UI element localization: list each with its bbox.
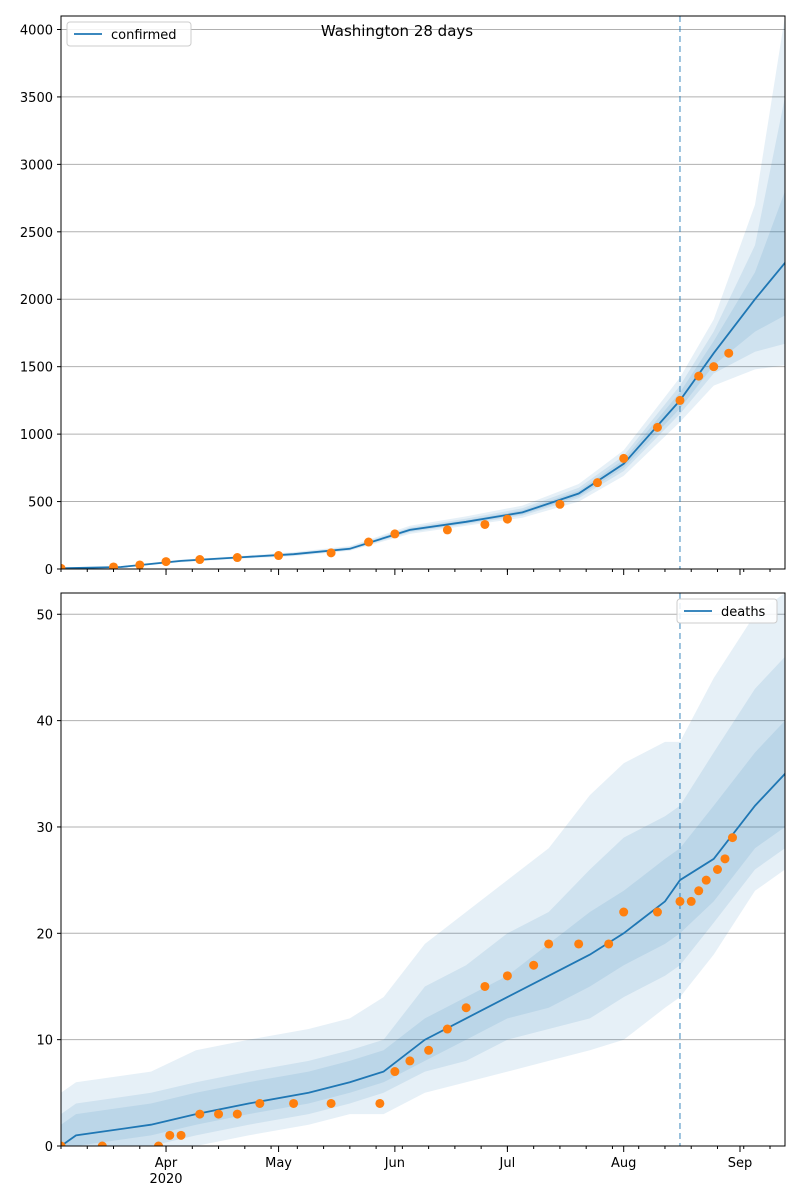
observed-point	[604, 939, 614, 949]
uncertainty-band-3	[61, 191, 785, 569]
observed-point	[195, 1109, 205, 1119]
uncertainty-band-2	[61, 656, 785, 1146]
observed-point	[720, 854, 730, 864]
axes-frame	[60, 592, 786, 1147]
observed-point	[61, 563, 66, 569]
observed-point	[135, 560, 145, 569]
observed-point	[442, 525, 452, 535]
observed-point	[375, 1098, 385, 1108]
observed-point	[652, 907, 662, 917]
y-tick-label: 500	[28, 496, 53, 511]
observed-point	[574, 939, 584, 949]
observed-point	[480, 519, 490, 529]
observed-point	[232, 553, 242, 563]
observed-point	[154, 1141, 164, 1146]
axes-frame	[60, 15, 786, 570]
observed-point	[694, 371, 704, 381]
observed-point	[255, 1098, 265, 1108]
y-tick-label: 20	[36, 927, 53, 942]
observed-point	[619, 907, 629, 917]
figure-title: Washington 28 days	[321, 22, 473, 40]
observed-point	[165, 1130, 175, 1140]
observed-point	[686, 896, 696, 906]
y-tick-label: 3500	[20, 91, 53, 106]
legend-label: confirmed	[111, 28, 177, 43]
observed-point	[712, 865, 722, 874]
observed-point	[694, 886, 704, 896]
observed-point	[544, 939, 554, 949]
legend: deaths	[676, 598, 778, 624]
observed-point	[502, 971, 512, 981]
legend-box	[66, 21, 192, 47]
observed-point	[214, 1109, 224, 1119]
observed-point	[97, 1141, 107, 1146]
x-tick-label: Jun	[384, 1156, 405, 1171]
observed-point	[326, 1098, 336, 1108]
y-tick-label: 3000	[20, 158, 53, 173]
x-tick-label: Apr	[155, 1156, 178, 1171]
y-tick-label: 1500	[20, 361, 53, 376]
observed-point	[502, 514, 512, 524]
observed-point	[161, 557, 171, 567]
observed-point	[232, 1109, 242, 1119]
y-tick-label: 0	[45, 563, 53, 578]
observed-point	[701, 875, 711, 885]
observed-point	[390, 529, 400, 539]
observed-point	[442, 1024, 452, 1034]
observed-point	[652, 422, 662, 432]
x-tick-label: Sep	[728, 1156, 753, 1171]
legend-label: deaths	[721, 605, 766, 620]
legend: confirmed	[66, 21, 192, 47]
y-tick-label: 10	[36, 1034, 53, 1049]
y-tick-label: 1000	[20, 428, 53, 443]
observed-point	[61, 1141, 66, 1146]
observed-point	[289, 1098, 299, 1108]
legend-box	[676, 598, 778, 624]
observed-point	[364, 537, 374, 547]
uncertainty-band-3	[61, 720, 785, 1146]
observed-point	[195, 555, 205, 565]
observed-point	[675, 896, 685, 906]
observed-point	[461, 1003, 471, 1013]
y-tick-label: 2500	[20, 226, 53, 241]
observed-point	[709, 362, 719, 372]
x-tick-label: Jul	[499, 1156, 516, 1171]
observed-point	[424, 1045, 434, 1055]
observed-point	[326, 548, 336, 558]
y-tick-label: 2000	[20, 293, 53, 308]
observed-point	[555, 499, 565, 509]
plot-area	[61, 593, 785, 1146]
observed-point	[675, 395, 685, 405]
x-tick-sublabel: 2020	[149, 1172, 182, 1187]
observed-point	[405, 1056, 415, 1066]
y-tick-label: 0	[45, 1140, 53, 1155]
observed-point	[176, 1130, 186, 1140]
y-tick-label: 4000	[20, 23, 53, 38]
observed-point	[724, 348, 734, 358]
x-tick-label: Aug	[611, 1156, 636, 1171]
y-tick-label: 50	[36, 608, 53, 623]
observed-point	[727, 833, 737, 843]
y-tick-label: 40	[36, 715, 53, 730]
x-tick-label: May	[265, 1156, 292, 1171]
y-tick-label: 30	[36, 821, 53, 836]
observed-point	[274, 551, 284, 561]
observed-point	[592, 478, 602, 488]
observed-point	[529, 960, 539, 970]
observed-point	[390, 1067, 400, 1077]
observed-point	[109, 562, 119, 569]
uncertainty-band-1	[61, 593, 785, 1146]
observed-point	[480, 981, 490, 991]
observed-point	[619, 453, 629, 463]
confirmed-panel: 0 500 1000 1500 2000 2500 3000 3500 4000 confirme…	[20, 15, 786, 578]
